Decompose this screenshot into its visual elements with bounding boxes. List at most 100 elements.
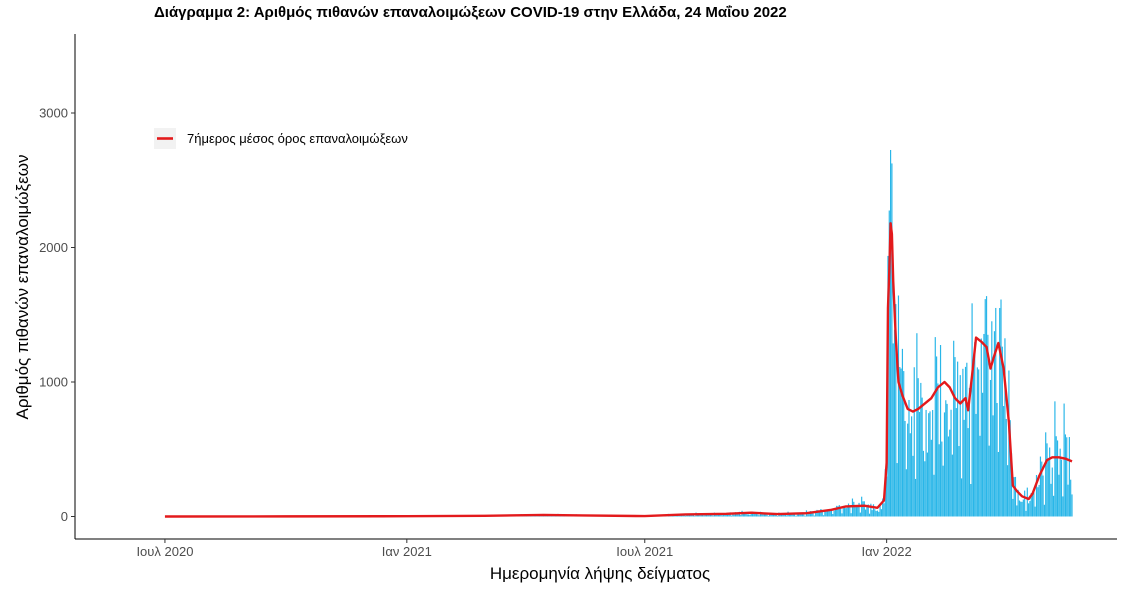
daily-bar (745, 512, 747, 517)
daily-bar (997, 451, 999, 517)
daily-bar (999, 308, 1001, 517)
daily-bar (820, 508, 822, 517)
daily-bar (782, 515, 784, 517)
daily-bar (909, 433, 911, 517)
daily-bar (1018, 500, 1021, 517)
daily-bar (849, 506, 851, 517)
daily-bar (942, 465, 944, 517)
x-axis-ticks: Ιουλ 2020 Ιαν 2021 Ιουλ 2021 Ιαν 2022 (136, 539, 912, 559)
daily-bar (751, 511, 754, 517)
daily-bar (1054, 401, 1056, 517)
daily-bar (1031, 491, 1034, 517)
daily-bar (866, 505, 868, 517)
daily-bar (974, 342, 976, 517)
daily-bar (813, 515, 815, 517)
daily-bar (966, 362, 968, 517)
daily-bar (1071, 494, 1073, 517)
daily-bar (896, 463, 898, 517)
daily-bar (976, 367, 978, 517)
daily-bar (692, 515, 694, 517)
daily-bar (796, 513, 798, 517)
daily-bar (757, 514, 759, 517)
daily-bar (1021, 501, 1023, 517)
daily-bar (963, 419, 965, 517)
daily-bar (871, 510, 873, 517)
daily-bar (1037, 487, 1039, 517)
daily-bar (1005, 418, 1007, 517)
daily-bar (850, 513, 852, 517)
daily-bar (908, 399, 910, 517)
daily-bar (1050, 483, 1052, 517)
daily-bar (928, 413, 930, 517)
daily-bar (882, 498, 884, 517)
daily-bar (946, 403, 948, 517)
y-tick-label: 0 (61, 509, 68, 524)
daily-bar (847, 503, 850, 517)
daily-bar (824, 509, 826, 517)
chart-title: Διάγραμμα 2: Αριθμός πιθανών επαναλοιμώξ… (154, 4, 787, 21)
daily-bar (767, 515, 769, 517)
daily-bar (888, 210, 890, 517)
daily-bar (1009, 420, 1011, 517)
daily-bar (1053, 495, 1055, 517)
daily-bar (878, 511, 880, 517)
daily-bar (964, 366, 967, 517)
daily-bar (822, 515, 825, 517)
daily-bar (983, 333, 985, 517)
daily-bar (1020, 501, 1022, 517)
daily-bar (726, 514, 729, 517)
daily-bar (926, 452, 928, 517)
daily-bar (790, 514, 792, 517)
daily-bar (1045, 432, 1047, 517)
daily-bar (1028, 503, 1030, 517)
daily-bar (770, 514, 772, 517)
daily-bar (883, 503, 885, 517)
y-tick-label: 3000 (39, 106, 68, 121)
daily-bar (893, 329, 896, 517)
daily-bar (758, 515, 760, 517)
daily-bar (717, 514, 719, 517)
daily-bar (967, 428, 969, 517)
daily-bar (808, 512, 810, 517)
daily-bar (980, 338, 982, 517)
daily-bar (996, 403, 998, 517)
daily-bar (978, 369, 980, 517)
daily-bar (776, 515, 779, 517)
daily-bar (740, 515, 742, 517)
daily-bar (938, 444, 940, 517)
daily-bar (838, 505, 840, 517)
daily-bar (690, 514, 692, 517)
daily-bar (950, 409, 952, 517)
daily-bar (1013, 477, 1015, 517)
daily-bar (867, 504, 869, 517)
daily-bar (872, 504, 875, 517)
daily-bar (1000, 299, 1002, 517)
daily-bar (703, 515, 705, 517)
daily-bar (801, 513, 804, 517)
daily-bar (1043, 504, 1045, 517)
daily-bar (962, 368, 964, 517)
daily-bar (804, 515, 806, 517)
daily-bar (936, 356, 938, 517)
daily-bar (875, 511, 877, 517)
daily-bar (1024, 490, 1026, 517)
daily-bar (972, 363, 974, 517)
daily-bar (857, 506, 859, 517)
x-tick-label: Ιουλ 2020 (136, 544, 193, 559)
daily-bar (841, 513, 843, 517)
daily-bar (970, 483, 972, 517)
daily-bar (853, 501, 855, 517)
daily-bar (816, 509, 818, 517)
daily-bar (851, 498, 854, 517)
daily-bar (819, 512, 821, 517)
daily-bar (1049, 447, 1051, 517)
daily-bar (845, 508, 847, 517)
daily-bar (984, 299, 986, 517)
daily-bar (960, 478, 963, 517)
daily-bar (925, 409, 927, 517)
moving-average-line (164, 222, 1073, 518)
daily-bar (987, 334, 989, 517)
daily-bar (951, 454, 953, 517)
daily-bar (989, 379, 992, 517)
daily-bar (742, 513, 744, 517)
